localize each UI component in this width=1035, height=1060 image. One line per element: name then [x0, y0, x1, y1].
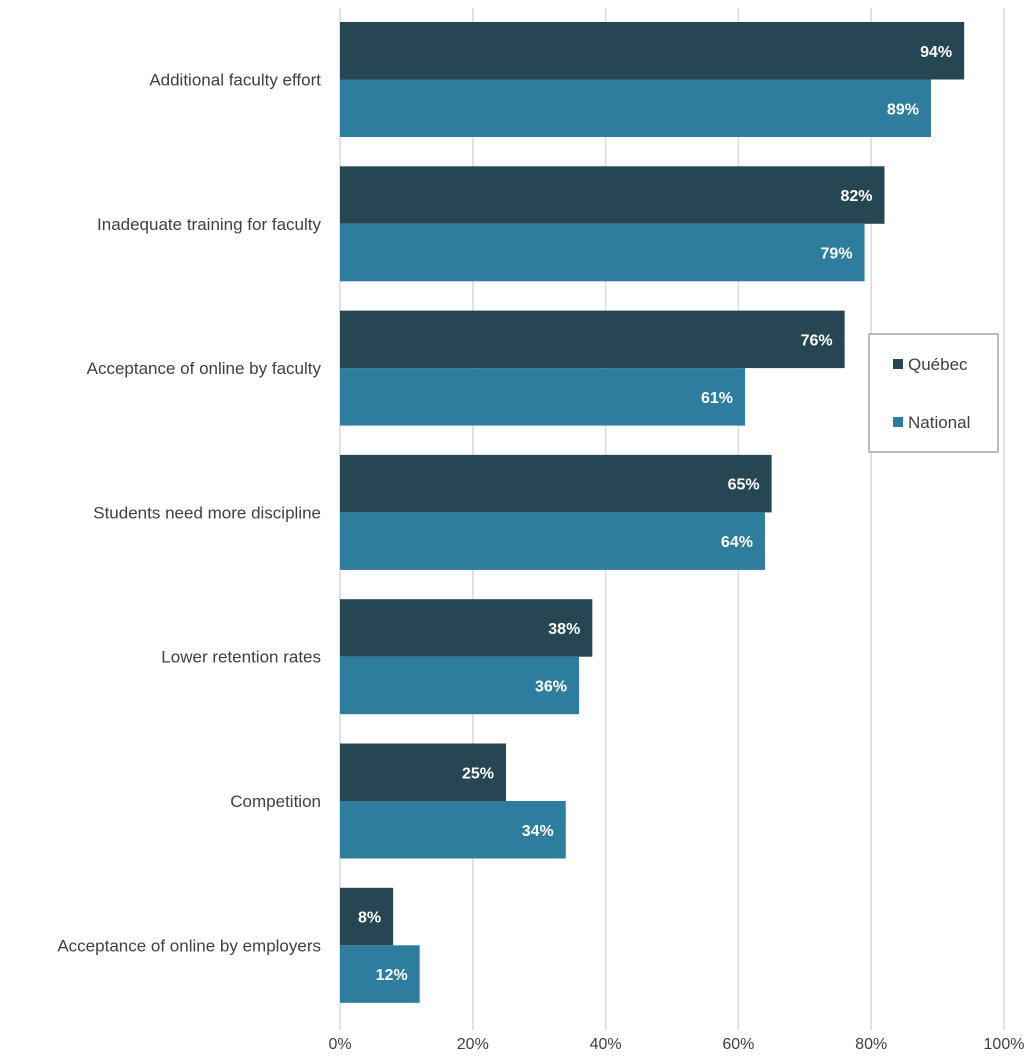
bar-quebec	[340, 454, 772, 513]
x-tick-label: 0%	[328, 1036, 351, 1053]
category-label: Additional faculty effort	[149, 71, 321, 90]
bar-national	[340, 945, 420, 1003]
data-label: 36%	[535, 678, 567, 695]
legend: Québec National	[868, 333, 999, 453]
x-tick-label: 100%	[984, 1036, 1025, 1053]
bar-national	[340, 223, 865, 282]
bar-national	[340, 656, 580, 715]
legend-label: Québec	[908, 355, 968, 374]
x-tick-label: 20%	[457, 1036, 489, 1053]
x-tick-label: 80%	[855, 1036, 887, 1053]
data-label: 65%	[728, 477, 760, 494]
category-label: Competition	[230, 792, 321, 811]
bar-national	[340, 512, 765, 570]
legend-swatch	[893, 359, 903, 369]
bars: 94% 89% 82% 79% 76% 61% 65% 64% 38% 36% 25% 34% 8% 12…	[340, 22, 965, 1003]
data-label: 61%	[701, 390, 733, 407]
bar-national	[340, 79, 931, 137]
category-label: Inadequate training for faculty	[97, 215, 321, 234]
data-label: 8%	[358, 910, 381, 927]
bar-quebec	[340, 310, 845, 369]
bar-quebec	[340, 22, 965, 80]
data-label: 34%	[522, 823, 554, 840]
data-label: 79%	[821, 246, 853, 263]
legend-swatch	[893, 417, 903, 427]
bar-national	[340, 368, 746, 426]
bar-quebec	[340, 887, 394, 946]
category-label: Lower retention rates	[161, 648, 321, 667]
data-label: 82%	[840, 188, 872, 205]
data-label: 12%	[376, 967, 408, 984]
legend-box	[868, 333, 999, 453]
bar-quebec	[340, 599, 593, 657]
category-label: Acceptance of online by employers	[57, 936, 321, 955]
x-tick-label: 60%	[722, 1036, 754, 1053]
bar-quebec	[340, 743, 506, 801]
data-label: 38%	[548, 621, 580, 638]
category-label: Students need more discipline	[93, 503, 321, 522]
data-label: 64%	[721, 534, 753, 551]
x-axis-ticks: 0% 20% 40% 60% 80% 100%	[328, 1036, 1024, 1053]
data-label: 89%	[887, 101, 919, 118]
bar-quebec	[340, 166, 885, 224]
data-label: 94%	[920, 44, 952, 61]
category-label: Acceptance of online by faculty	[87, 359, 322, 378]
category-labels: Additional faculty effort Inadequate trai…	[57, 71, 321, 956]
legend-label: National	[908, 413, 970, 432]
x-tick-label: 40%	[590, 1036, 622, 1053]
data-label: 76%	[801, 332, 833, 349]
bar-national	[340, 801, 566, 859]
data-label: 25%	[462, 765, 494, 782]
